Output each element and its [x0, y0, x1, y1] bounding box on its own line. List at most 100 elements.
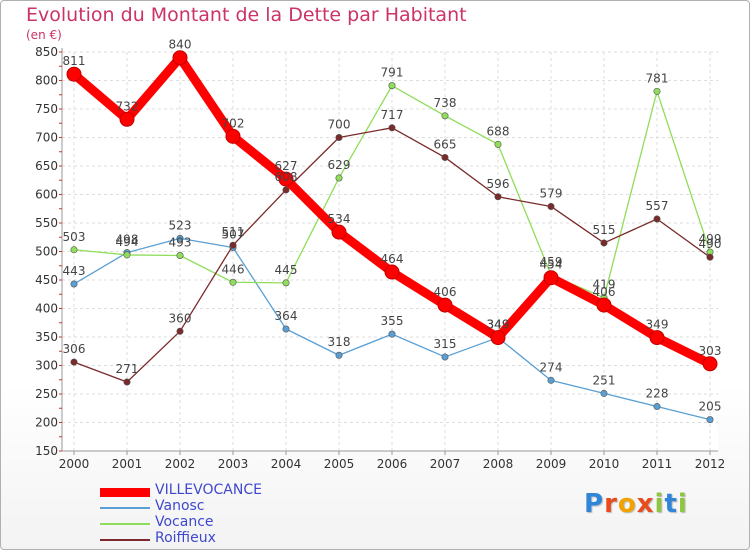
- data-point: [384, 264, 400, 280]
- data-label: 303: [699, 344, 722, 358]
- data-point: [70, 246, 78, 254]
- x-tick-label: 2004: [271, 457, 302, 471]
- data-label: 665: [434, 137, 457, 151]
- data-label: 355: [381, 314, 404, 328]
- data-label: 702: [222, 116, 245, 130]
- data-label: 700: [328, 118, 351, 132]
- data-label: 608: [275, 170, 298, 184]
- y-tick-label: 800: [35, 74, 58, 88]
- data-point: [653, 403, 661, 411]
- data-point: [600, 389, 608, 397]
- legend-label: VILLEVOCANCE: [155, 482, 262, 498]
- data-label: 781: [646, 71, 669, 85]
- data-label: 445: [275, 263, 298, 277]
- x-tick-label: 2009: [536, 457, 567, 471]
- legend-swatch: [100, 539, 150, 541]
- data-point: [653, 215, 661, 223]
- data-label: 688: [487, 124, 510, 138]
- data-point: [388, 82, 396, 90]
- data-label: 498: [116, 233, 139, 247]
- data-label: 511: [222, 225, 245, 239]
- y-tick-label: 200: [35, 416, 58, 430]
- y-tick-label: 300: [35, 359, 58, 373]
- x-tick-label: 2003: [218, 457, 249, 471]
- legend-label: Vanosc: [155, 498, 205, 514]
- y-tick-label: 550: [35, 216, 58, 230]
- legend-label: Vocance: [155, 514, 214, 530]
- data-point: [229, 278, 237, 286]
- data-label: 515: [593, 223, 616, 237]
- data-label: 406: [434, 285, 457, 299]
- x-tick-label: 2002: [165, 457, 196, 471]
- data-label: 738: [434, 96, 457, 110]
- data-point: [706, 253, 714, 261]
- data-label: 205: [699, 400, 722, 414]
- y-tick-label: 850: [35, 45, 58, 59]
- data-point: [282, 325, 290, 333]
- data-point: [547, 376, 555, 384]
- data-label: 840: [169, 38, 192, 52]
- data-label: 251: [593, 373, 616, 387]
- data-label: 419: [593, 278, 616, 292]
- data-point: [441, 112, 449, 120]
- data-label: 406: [593, 285, 616, 299]
- logo-letter: o: [617, 489, 637, 519]
- data-label: 443: [63, 264, 86, 278]
- data-label: 732: [116, 99, 139, 113]
- logo-letter: P: [584, 489, 605, 519]
- y-tick-label: 600: [35, 188, 58, 202]
- y-tick-label: 450: [35, 273, 58, 287]
- x-tick-label: 2011: [642, 457, 673, 471]
- data-label: 490: [699, 237, 722, 251]
- x-tick-label: 2000: [59, 457, 90, 471]
- data-point: [123, 378, 131, 386]
- proxiti-logo: Proxiti: [584, 489, 688, 519]
- data-label: 364: [275, 309, 298, 323]
- x-tick-label: 2005: [324, 457, 355, 471]
- x-tick-label: 2010: [589, 457, 620, 471]
- data-label: 493: [169, 235, 192, 249]
- chart-title: Evolution du Montant de la Dette par Hab…: [26, 4, 467, 26]
- data-label: 318: [328, 335, 351, 349]
- data-label: 557: [646, 199, 669, 213]
- data-label: 360: [169, 311, 192, 325]
- data-label: 629: [328, 158, 351, 172]
- data-label: 349: [487, 318, 510, 332]
- data-label: 459: [540, 255, 563, 269]
- data-label: 349: [487, 318, 510, 332]
- legend-swatch: [100, 523, 150, 525]
- data-label: 315: [434, 337, 457, 351]
- data-point: [335, 174, 343, 182]
- data-point: [172, 50, 188, 66]
- data-point: [335, 351, 343, 359]
- data-point: [649, 330, 665, 346]
- data-point: [441, 353, 449, 361]
- x-tick-label: 2008: [483, 457, 514, 471]
- logo-letter: x: [636, 489, 655, 519]
- data-point: [437, 297, 453, 313]
- logo-letter: i: [677, 489, 688, 519]
- y-tick-label: 650: [35, 159, 58, 173]
- y-tick-label: 400: [35, 302, 58, 316]
- data-point: [331, 224, 347, 240]
- data-point: [547, 202, 555, 210]
- data-point: [70, 358, 78, 366]
- data-point: [543, 270, 559, 286]
- data-label: 446: [222, 262, 245, 276]
- data-point: [176, 234, 184, 242]
- data-label: 717: [381, 108, 404, 122]
- data-label: 503: [63, 230, 86, 244]
- legend-swatch: [100, 507, 150, 509]
- x-tick-label: 2012: [695, 457, 726, 471]
- y-tick-label: 350: [35, 330, 58, 344]
- data-label: 627: [275, 159, 298, 173]
- data-label: 507: [222, 228, 245, 242]
- y-tick-label: 500: [35, 245, 58, 259]
- data-point: [70, 280, 78, 288]
- data-point: [653, 87, 661, 95]
- data-point: [123, 251, 131, 259]
- data-label: 228: [646, 387, 669, 401]
- chart-unit: (en €): [26, 28, 62, 42]
- y-tick-label: 750: [35, 102, 58, 116]
- data-point: [119, 111, 135, 127]
